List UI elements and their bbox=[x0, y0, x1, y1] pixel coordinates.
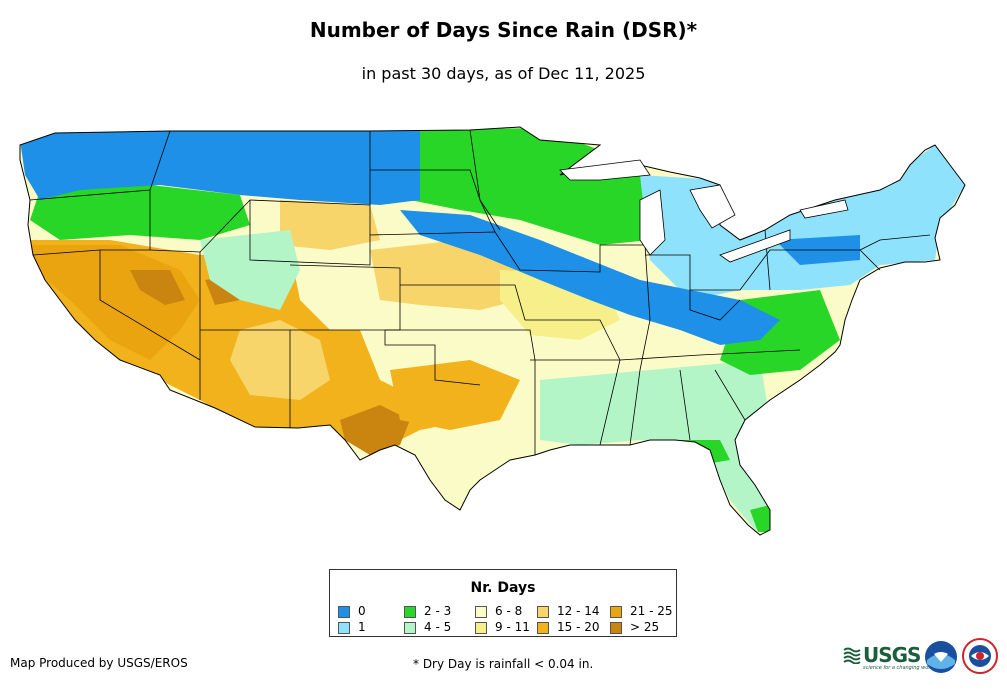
legend-label: 0 bbox=[358, 604, 366, 618]
legend-item: 4 - 5 bbox=[404, 620, 451, 634]
lake-erie bbox=[719, 229, 791, 263]
legend-label: 6 - 8 bbox=[495, 604, 523, 618]
legend-label: 21 - 25 bbox=[630, 604, 673, 618]
noaa-logo-icon bbox=[925, 641, 957, 673]
region-0-days-midwest-band bbox=[400, 210, 780, 345]
legend-label: > 25 bbox=[630, 620, 660, 634]
legend-item: 0 bbox=[338, 604, 366, 618]
nws-logo-icon bbox=[962, 638, 998, 674]
map-title: Number of Days Since Rain (DSR)* bbox=[309, 18, 698, 42]
region-12-14-days-az-nm bbox=[230, 320, 330, 400]
legend-title: Nr. Days bbox=[470, 580, 536, 596]
region-over-25-days-nevada bbox=[130, 270, 185, 305]
map-subtitle: in past 30 days, as of Dec 11, 2025 bbox=[361, 64, 646, 83]
usgs-wave-icon bbox=[843, 647, 861, 664]
dry-day-footnote: * Dry Day is rainfall < 0.04 in. bbox=[413, 657, 594, 671]
legend-label: 4 - 5 bbox=[424, 620, 452, 634]
region-0-days-northern-tier bbox=[20, 131, 420, 205]
great-lakes bbox=[559, 159, 849, 263]
region-2-3-days-south-florida bbox=[750, 505, 770, 532]
legend-label: 2 - 3 bbox=[424, 604, 452, 618]
legend-item: 1 bbox=[338, 620, 366, 634]
map-credit: Map Produced by USGS/EROS bbox=[10, 656, 188, 670]
region-15-20-days-texas-north bbox=[390, 360, 520, 430]
legend-swatch bbox=[610, 621, 622, 634]
legend-swatch bbox=[475, 605, 487, 618]
lake-michigan bbox=[639, 189, 666, 256]
legend-swatch bbox=[475, 621, 487, 634]
lake-huron bbox=[689, 184, 736, 229]
lake-superior bbox=[559, 159, 651, 181]
legend-item: 21 - 25 bbox=[610, 604, 673, 618]
region-1-day-northeast bbox=[640, 145, 965, 300]
legend-item: 9 - 11 bbox=[475, 620, 530, 634]
map-fill-layer bbox=[20, 127, 965, 535]
usgs-wordmark: USGS bbox=[863, 643, 921, 667]
region-4-5-days-southeast bbox=[540, 360, 770, 450]
legend-label: 15 - 20 bbox=[557, 620, 600, 634]
legend-swatch bbox=[404, 621, 416, 634]
legend-item: 2 - 3 bbox=[404, 604, 451, 618]
legend-label: 12 - 14 bbox=[557, 604, 600, 618]
region-12-14-days-plains bbox=[370, 240, 520, 310]
region-4-5-days-rockies bbox=[200, 230, 300, 310]
legend: Nr. Days 0 1 2 - 3 4 - 5 6 - 8 9 - 11 12 - 14 1… bbox=[329, 569, 677, 637]
legend-label: 9 - 11 bbox=[495, 620, 530, 634]
legend-swatch bbox=[338, 621, 350, 634]
region-2-3-days-northwest bbox=[30, 185, 250, 240]
region-12-14-days-wyoming bbox=[280, 200, 380, 250]
state-boundaries bbox=[19, 126, 966, 536]
legend-swatch bbox=[338, 605, 350, 618]
legend-item: 12 - 14 bbox=[537, 604, 600, 618]
legend-item: 15 - 20 bbox=[537, 620, 600, 634]
lake-ontario bbox=[799, 199, 849, 219]
legend-swatch bbox=[610, 605, 622, 618]
legend-swatch bbox=[537, 621, 549, 634]
legend-label: 1 bbox=[358, 620, 366, 634]
legend-swatch bbox=[537, 605, 549, 618]
usgs-tagline: science for a changing world bbox=[863, 665, 935, 671]
region-over-25-days-texas bbox=[340, 405, 410, 455]
legend-item: 6 - 8 bbox=[475, 604, 522, 618]
legend-swatch bbox=[404, 605, 416, 618]
legend-item: > 25 bbox=[610, 620, 659, 634]
usgs-logo: USGS science for a changing world bbox=[843, 643, 935, 671]
